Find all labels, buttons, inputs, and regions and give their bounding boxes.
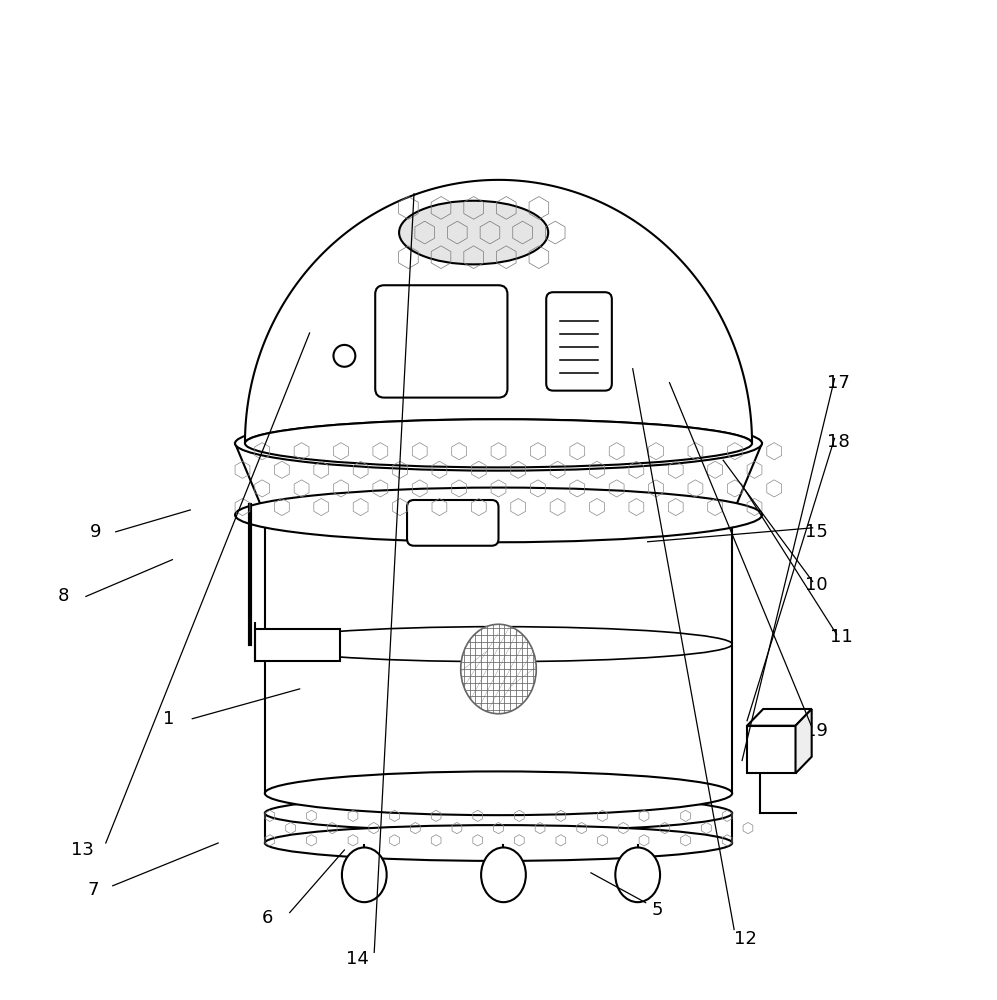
Ellipse shape	[615, 847, 660, 902]
Text: 19: 19	[806, 722, 829, 740]
Ellipse shape	[235, 488, 762, 542]
Text: 11: 11	[831, 628, 852, 646]
Ellipse shape	[461, 624, 536, 714]
Bar	[747, 726, 796, 773]
Text: 15: 15	[806, 523, 829, 541]
Text: 9: 9	[90, 523, 102, 541]
Ellipse shape	[245, 419, 752, 467]
Text: 18: 18	[828, 433, 849, 451]
Bar	[255, 629, 340, 661]
Text: 13: 13	[72, 841, 95, 859]
Text: 12: 12	[734, 930, 757, 948]
Ellipse shape	[265, 771, 732, 815]
Ellipse shape	[265, 825, 732, 861]
Text: 14: 14	[346, 950, 369, 968]
Ellipse shape	[265, 795, 732, 831]
FancyBboxPatch shape	[546, 292, 612, 391]
Ellipse shape	[265, 491, 732, 539]
Ellipse shape	[399, 201, 548, 264]
Polygon shape	[747, 709, 812, 726]
Ellipse shape	[342, 847, 387, 902]
Bar	[265, 515, 732, 793]
Polygon shape	[235, 443, 762, 515]
Ellipse shape	[482, 847, 525, 902]
Text: 17: 17	[828, 374, 850, 392]
FancyBboxPatch shape	[375, 285, 507, 398]
Text: 7: 7	[87, 881, 99, 899]
Ellipse shape	[235, 416, 762, 471]
Bar	[265, 813, 732, 843]
Text: 5: 5	[652, 901, 663, 919]
Text: 10: 10	[806, 576, 828, 594]
FancyBboxPatch shape	[407, 500, 498, 546]
Text: 8: 8	[58, 587, 69, 605]
Polygon shape	[245, 180, 752, 443]
Text: 1: 1	[163, 710, 174, 728]
Polygon shape	[796, 709, 812, 773]
Text: 6: 6	[262, 909, 273, 927]
